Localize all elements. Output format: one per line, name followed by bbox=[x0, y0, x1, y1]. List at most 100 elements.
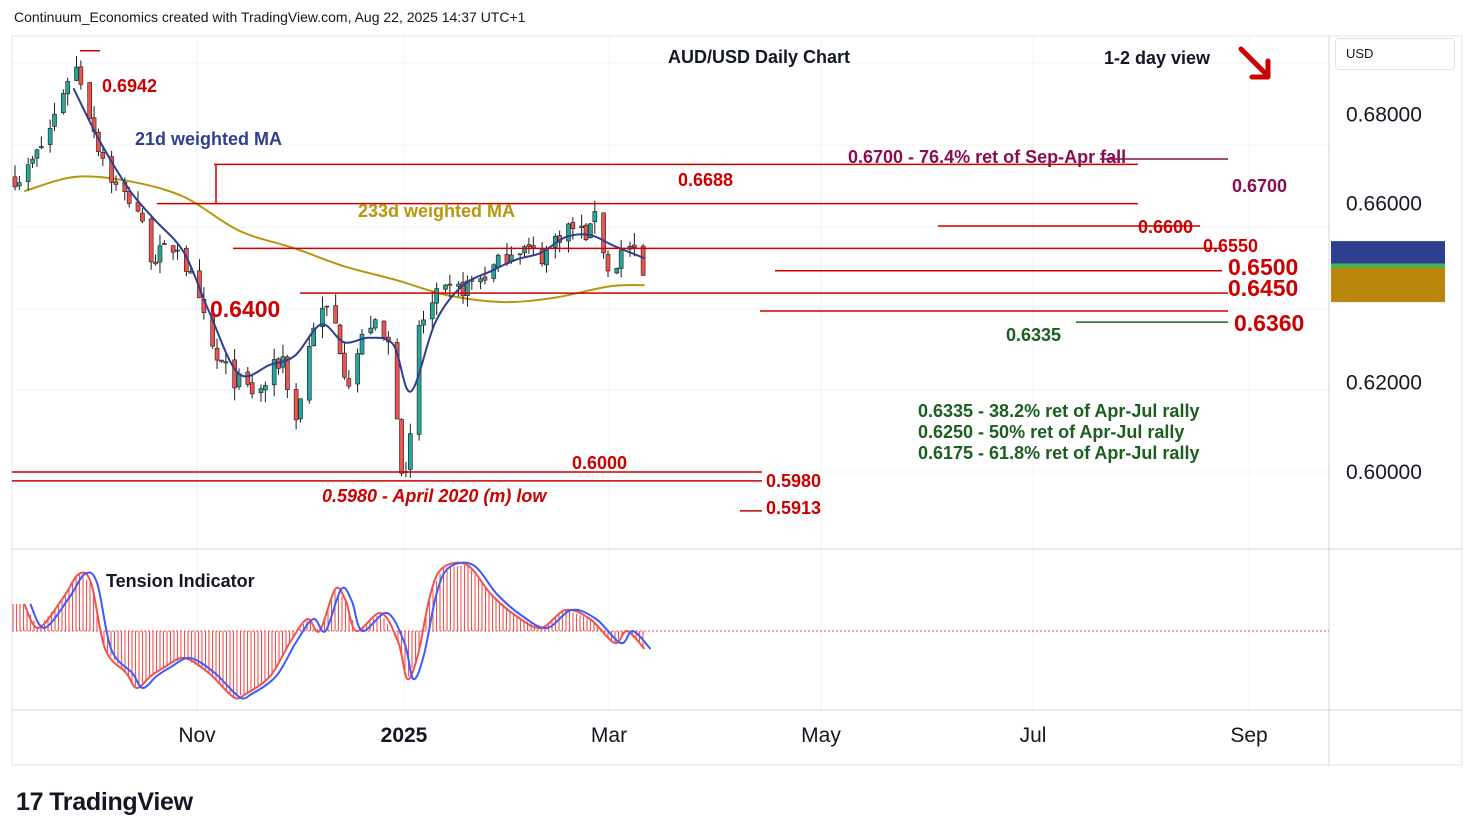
level-label-0.6688: 0.6688 bbox=[678, 170, 733, 190]
level-label-0.5913: 0.5913 bbox=[766, 498, 821, 518]
panel-borders bbox=[11, 35, 1463, 766]
tension-line bbox=[23, 561, 646, 700]
level-label-0.6000: 0.6000 bbox=[572, 453, 627, 473]
ma21-label: 21d weighted MA bbox=[135, 129, 282, 149]
level-lines bbox=[12, 50, 1228, 512]
level-label-0.6600: 0.6600 bbox=[1138, 217, 1193, 237]
candle-body bbox=[175, 249, 180, 252]
view-note: 1-2 day view bbox=[1104, 48, 1211, 68]
candle-body bbox=[570, 222, 576, 230]
tension-indicator bbox=[12, 561, 1329, 700]
x-tick-label: Mar bbox=[591, 724, 627, 747]
candle-body bbox=[614, 267, 620, 274]
candle-body bbox=[311, 327, 316, 346]
level-label-0.6550: 0.6550 bbox=[1203, 236, 1258, 256]
candle-body bbox=[140, 212, 145, 222]
candle-body bbox=[12, 176, 18, 188]
candle-body bbox=[306, 346, 312, 401]
candle-body bbox=[25, 164, 31, 182]
candle-body bbox=[109, 156, 114, 183]
candle-body bbox=[640, 245, 646, 276]
candle-body bbox=[170, 245, 176, 253]
chart-title: AUD/USD Daily Chart bbox=[668, 47, 850, 67]
candle-body bbox=[482, 276, 488, 281]
candle-body bbox=[245, 371, 251, 385]
fib-green-label: 0.6335 - 38.2% ret of Apr-Jul rally bbox=[918, 401, 1199, 421]
candle-body bbox=[566, 223, 571, 242]
candle-body bbox=[47, 127, 53, 145]
brand-label: TradingView bbox=[49, 788, 193, 816]
candle-body bbox=[456, 283, 461, 287]
candle-body bbox=[65, 81, 71, 95]
candle-body bbox=[579, 225, 584, 228]
annotations: AUD/USD Daily Chart 1-2 day view 21d weigh… bbox=[102, 47, 1430, 747]
candle-body bbox=[517, 253, 523, 256]
tension-signal-line bbox=[29, 561, 652, 700]
candle-body bbox=[359, 333, 365, 355]
candle-body bbox=[478, 278, 483, 283]
price-badge bbox=[1331, 268, 1445, 303]
candle-body bbox=[346, 378, 352, 387]
ma233-line bbox=[24, 175, 645, 304]
candle-body bbox=[495, 254, 501, 268]
x-tick-label: Sep bbox=[1230, 724, 1267, 747]
candle-body bbox=[214, 347, 220, 361]
candle-body bbox=[447, 283, 453, 286]
candle-body bbox=[78, 66, 84, 85]
candle-body bbox=[618, 249, 624, 269]
candle-body bbox=[162, 243, 167, 245]
candle-body bbox=[148, 218, 154, 263]
candle-body bbox=[113, 181, 119, 185]
candle-body bbox=[381, 320, 387, 338]
outer-border bbox=[11, 35, 1463, 766]
attribution-text: Continuum_Economics created with Trading… bbox=[14, 9, 526, 25]
candle-body bbox=[460, 281, 466, 297]
currency-selector[interactable]: USD bbox=[1335, 38, 1455, 70]
y-tick-label: 0.62000 bbox=[1346, 372, 1422, 395]
y-tick-label: 0.60000 bbox=[1346, 461, 1422, 484]
candle-body bbox=[491, 264, 497, 279]
candle-body bbox=[223, 361, 229, 364]
candle-body bbox=[539, 249, 545, 265]
candle-body bbox=[531, 245, 536, 248]
candle-body bbox=[320, 307, 325, 327]
candle-body bbox=[443, 284, 448, 290]
candle-body bbox=[34, 149, 40, 159]
candle-body bbox=[342, 352, 347, 378]
candle-body bbox=[30, 158, 35, 164]
candle-body bbox=[324, 305, 330, 308]
ma233-path bbox=[24, 175, 645, 304]
candle-body bbox=[368, 327, 374, 334]
candle-body bbox=[263, 385, 268, 391]
x-tick-label: May bbox=[801, 724, 841, 747]
level-label-0.6400: 0.6400 bbox=[210, 296, 280, 322]
candle-body bbox=[61, 93, 66, 113]
candle-body bbox=[258, 388, 264, 394]
candle-body bbox=[157, 245, 163, 263]
level-label-0.6360: 0.6360 bbox=[1234, 310, 1304, 336]
candle-body bbox=[87, 82, 92, 119]
tradingview-logo: 17 TradingView bbox=[16, 788, 193, 817]
candle-body bbox=[429, 302, 435, 320]
candle-body bbox=[74, 66, 79, 81]
candle-body bbox=[293, 389, 299, 421]
fib-green-label: 0.6250 - 50% ret of Apr-Jul rally bbox=[918, 422, 1184, 442]
axes bbox=[1331, 241, 1445, 303]
y-tick-label: 0.68000 bbox=[1346, 103, 1422, 126]
view-arrow bbox=[1238, 46, 1271, 80]
candle-body bbox=[333, 305, 338, 324]
down-arrow-shaft bbox=[1238, 46, 1268, 76]
candle-body bbox=[355, 353, 360, 385]
candle-body bbox=[605, 254, 611, 272]
y-tick-label: 0.66000 bbox=[1346, 193, 1422, 216]
candle-body bbox=[632, 244, 637, 248]
candles bbox=[12, 56, 646, 478]
candle-body bbox=[372, 319, 378, 329]
candle-body bbox=[399, 419, 404, 474]
level-label-0.6942: 0.6942 bbox=[102, 76, 157, 96]
candle-body bbox=[394, 342, 400, 420]
fib-purple-label: 0.6700 - 76.4% ret of Sep-Apr fall bbox=[848, 147, 1126, 167]
level-label-0.6335: 0.6335 bbox=[1006, 325, 1061, 345]
